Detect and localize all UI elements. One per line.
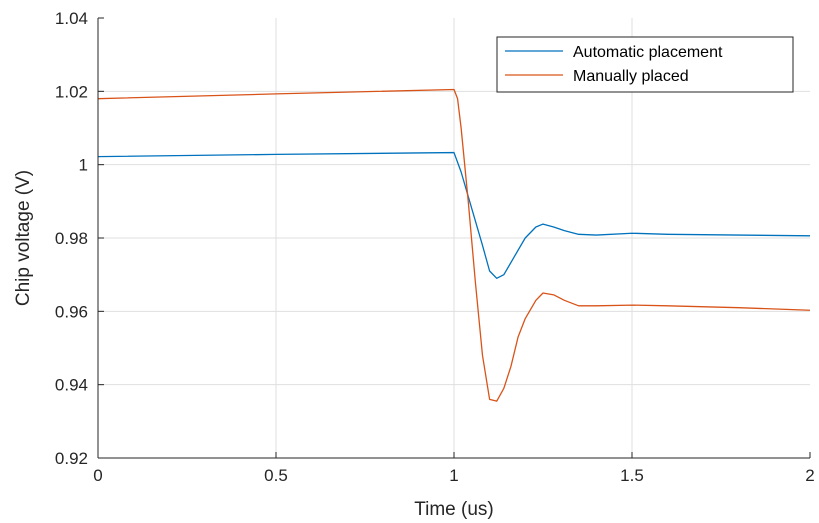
series-line-manual — [97, 88, 811, 402]
y-tick-label: 1 — [79, 156, 88, 175]
y-axis-title: Chip voltage (V) — [13, 170, 34, 306]
tick-labels: 0 0.5 1 1.5 2 0.92 0.94 0.96 0.98 1 1.02 1.04 — [55, 9, 815, 485]
axes — [97, 17, 811, 459]
y-tick-label: 1.02 — [55, 82, 88, 101]
x-tick-label: 1 — [449, 466, 458, 485]
legend-box — [496, 36, 794, 93]
y-tick-label: 0.96 — [55, 302, 88, 321]
legend-label-automatic: Automatic placement — [573, 44, 723, 61]
x-tick-label: 0 — [93, 466, 102, 485]
y-tick-label: 1.04 — [55, 9, 88, 28]
legend: Automatic placement Manually placed — [496, 36, 794, 93]
x-tick-label: 1.5 — [620, 466, 644, 485]
y-tick-label: 0.98 — [55, 229, 88, 248]
legend-label-manual: Manually placed — [573, 68, 689, 85]
x-axis-title: Time (us) — [414, 499, 494, 520]
y-tick-label: 0.92 — [55, 449, 88, 468]
series-line-automatic — [97, 151, 811, 279]
series-group — [97, 88, 811, 402]
x-tick-label: 0.5 — [264, 466, 288, 485]
x-tick-label: 2 — [805, 466, 814, 485]
y-tick-label: 0.94 — [55, 376, 88, 395]
